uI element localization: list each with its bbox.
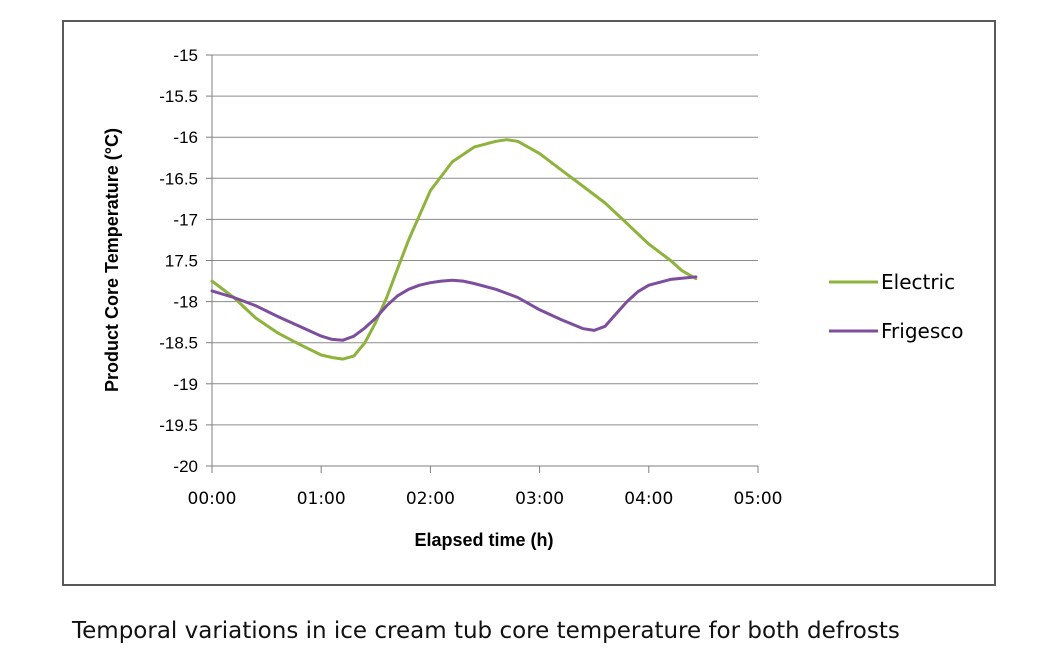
legend-label-electric: Electric <box>881 270 955 294</box>
y-tick-label: -18.5 <box>159 334 198 353</box>
x-tick-label: 04:00 <box>624 489 673 509</box>
y-tick-label: -19.5 <box>159 416 198 435</box>
legend: Electric Frigesco <box>829 270 963 343</box>
y-tick-label: -17 <box>173 210 198 229</box>
y-tick-label: -16.5 <box>159 169 198 188</box>
series-line-frigesco <box>210 275 698 342</box>
x-tick-label: 00:00 <box>188 489 237 509</box>
series-line-electric <box>210 138 698 361</box>
x-tick-label: 05:00 <box>734 489 783 509</box>
series-lines <box>210 138 698 361</box>
x-tick-labels: 00:00 01:00 02:00 03:00 04:00 05:00 <box>188 489 783 509</box>
x-axis-title: Elapsed time (h) <box>414 530 553 550</box>
gridlines <box>206 54 759 473</box>
x-tick-label: 02:00 <box>406 489 455 509</box>
y-tick-label: -18 <box>173 293 198 312</box>
y-tick-label: 17.5 <box>165 252 198 271</box>
line-chart: -15 -15.5 -16 -16.5 -17 17.5 -18 -18.5 -19 -19.5 -… <box>102 46 963 550</box>
y-tick-label: -20 <box>173 457 198 476</box>
legend-label-frigesco: Frigesco <box>881 319 963 343</box>
x-tick-label: 01:00 <box>297 489 346 509</box>
y-tick-label: -15 <box>173 46 198 65</box>
figure-caption: Temporal variations in ice cream tub cor… <box>72 618 900 644</box>
y-axis-title: Product Core Temperature (°C) <box>102 128 122 392</box>
y-tick-label: -19 <box>173 375 198 394</box>
x-tick-label: 03:00 <box>515 489 564 509</box>
y-tick-labels: -15 -15.5 -16 -16.5 -17 17.5 -18 -18.5 -19 -19.5 -… <box>159 46 198 476</box>
y-tick-label: -15.5 <box>159 87 198 106</box>
y-tick-label: -16 <box>173 128 198 147</box>
